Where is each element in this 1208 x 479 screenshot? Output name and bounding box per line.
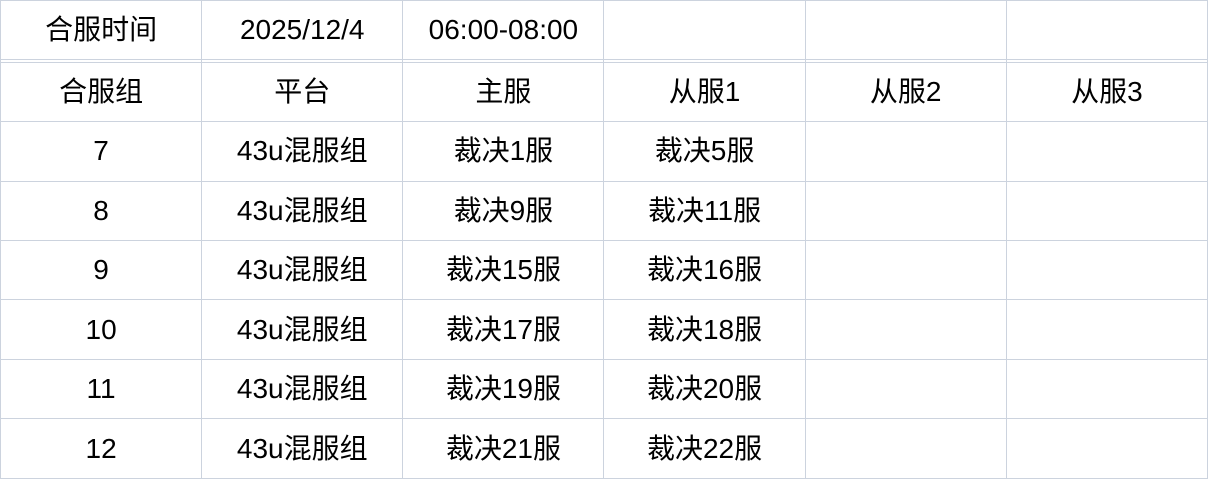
table-row: 10 43u混服组 裁决17服 裁决18服 [0, 299, 1208, 360]
cell-main-server[interactable]: 裁决1服 [402, 121, 605, 182]
cell-merge-group[interactable]: 9 [0, 239, 203, 301]
empty-cell[interactable] [1005, 59, 1208, 63]
header-platform[interactable]: 平台 [201, 61, 404, 123]
header-main-server[interactable]: 主服 [402, 61, 605, 123]
cell-platform[interactable]: 43u混服组 [201, 239, 404, 301]
cell-platform[interactable]: 43u混服组 [201, 180, 404, 241]
cell-merge-group[interactable]: 8 [0, 180, 203, 241]
cell-slave-server-3[interactable] [1005, 418, 1208, 479]
header-slave-server-2[interactable]: 从服2 [804, 61, 1007, 123]
cell-slave-server-3[interactable] [1005, 180, 1208, 241]
cell-slave-server-1[interactable]: 裁决18服 [603, 299, 806, 360]
empty-cell[interactable] [804, 0, 1007, 61]
cell-platform[interactable]: 43u混服组 [201, 121, 404, 182]
cell-slave-server-2[interactable] [804, 239, 1007, 301]
merge-time-row: 合服时间 2025/12/4 06:00-08:00 [0, 0, 1208, 61]
header-merge-group[interactable]: 合服组 [0, 61, 203, 123]
cell-slave-server-1[interactable]: 裁决22服 [603, 418, 806, 479]
table-row: 7 43u混服组 裁决1服 裁决5服 [0, 121, 1208, 182]
cell-platform[interactable]: 43u混服组 [201, 358, 404, 420]
cell-platform[interactable]: 43u混服组 [201, 418, 404, 479]
cell-slave-server-3[interactable] [1005, 358, 1208, 420]
cell-merge-group[interactable]: 12 [0, 418, 203, 479]
empty-cell[interactable] [1005, 0, 1208, 61]
cell-slave-server-2[interactable] [804, 358, 1007, 420]
cell-slave-server-3[interactable] [1005, 239, 1208, 301]
cell-main-server[interactable]: 裁决15服 [402, 239, 605, 301]
merge-window-cell[interactable]: 06:00-08:00 [402, 0, 605, 61]
table-row: 11 43u混服组 裁决19服 裁决20服 [0, 358, 1208, 420]
cell-merge-group[interactable]: 7 [0, 121, 203, 182]
cell-slave-server-2[interactable] [804, 121, 1007, 182]
empty-cell[interactable] [603, 0, 806, 61]
cell-main-server[interactable]: 裁决17服 [402, 299, 605, 360]
spacer-row [0, 59, 1208, 63]
merge-date-cell[interactable]: 2025/12/4 [201, 0, 404, 61]
header-slave-server-1[interactable]: 从服1 [603, 61, 806, 123]
cell-merge-group[interactable]: 10 [0, 299, 203, 360]
table-row: 8 43u混服组 裁决9服 裁决11服 [0, 180, 1208, 241]
cell-slave-server-3[interactable] [1005, 299, 1208, 360]
header-slave-server-3[interactable]: 从服3 [1005, 61, 1208, 123]
cell-slave-server-2[interactable] [804, 180, 1007, 241]
cell-platform[interactable]: 43u混服组 [201, 299, 404, 360]
merge-time-label-cell[interactable]: 合服时间 [0, 0, 203, 61]
cell-main-server[interactable]: 裁决21服 [402, 418, 605, 479]
cell-slave-server-3[interactable] [1005, 121, 1208, 182]
column-header-row: 合服组 平台 主服 从服1 从服2 从服3 [0, 61, 1208, 123]
cell-slave-server-1[interactable]: 裁决5服 [603, 121, 806, 182]
cell-slave-server-1[interactable]: 裁决20服 [603, 358, 806, 420]
cell-merge-group[interactable]: 11 [0, 358, 203, 420]
cell-slave-server-2[interactable] [804, 418, 1007, 479]
cell-main-server[interactable]: 裁决19服 [402, 358, 605, 420]
table-row: 12 43u混服组 裁决21服 裁决22服 [0, 418, 1208, 479]
cell-slave-server-2[interactable] [804, 299, 1007, 360]
table-row: 9 43u混服组 裁决15服 裁决16服 [0, 239, 1208, 301]
cell-main-server[interactable]: 裁决9服 [402, 180, 605, 241]
cell-slave-server-1[interactable]: 裁决11服 [603, 180, 806, 241]
cell-slave-server-1[interactable]: 裁决16服 [603, 239, 806, 301]
